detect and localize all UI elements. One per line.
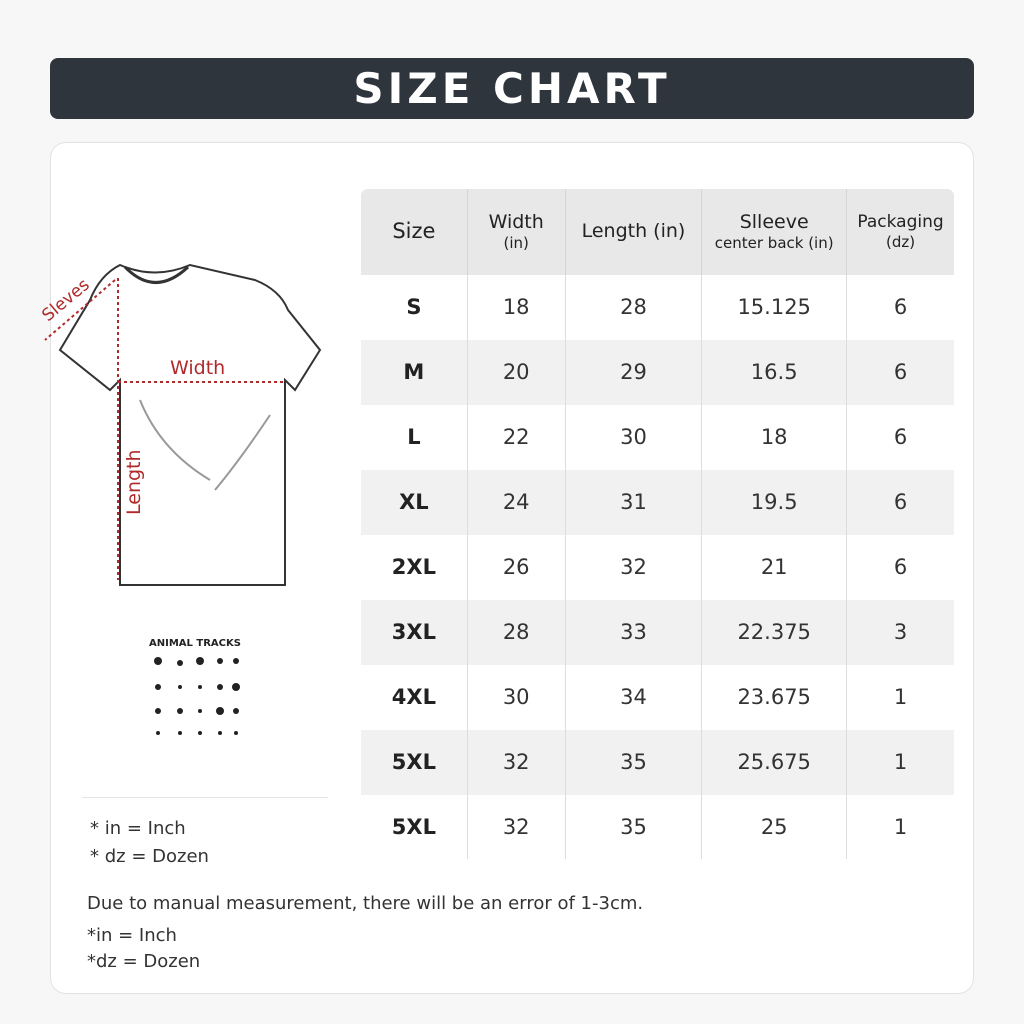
table-cell: 32 [466,794,566,859]
table-row: S 18 28 15.125 6 [361,274,954,340]
header-label: Length (in) [581,220,686,243]
tshirt-diagram: Width Length Sleves [38,263,322,586]
table-cell: 4XL [391,685,436,709]
length-label: Length [123,449,145,515]
table-cell: 35 [564,729,702,795]
table-cell: 5XL [361,729,468,795]
table-cell: 21 [701,534,847,600]
table-cell: 34 [564,664,702,730]
table-row: 5XL 32 35 25 1 [361,794,954,859]
table-cell: 6 [846,404,954,470]
header-label: Slleeve [739,210,809,233]
footnote-inch: *in = Inch [87,925,177,946]
table-cell: 6 [846,339,954,405]
print-title: ANIMAL TRACKS [149,638,241,649]
table-cell: 23.675 [701,664,847,730]
column-header: Slleeve center back (in) [701,189,847,275]
column-header: Width (in) [466,189,566,275]
table-cell: 25.675 [701,729,847,795]
table-row: 3XL 28 33 22.375 3 [361,599,954,665]
header-unit: center back (in) [714,234,834,253]
header-label: Width [488,210,544,233]
table-cell: 18 [466,274,566,340]
table-cell: M [361,339,468,405]
table-cell: 35 [564,794,702,859]
table-cell: 18 [701,404,847,470]
table-row: XL 24 31 19.5 6 [361,469,954,535]
table-cell: 20 [466,339,566,405]
table-cell: 6 [846,469,954,535]
measurement-disclaimer: Due to manual measurement, there will be… [87,893,644,914]
table-cell: 22 [466,404,566,470]
table-cell: 30 [564,404,702,470]
table-cell: 25 [701,794,847,859]
table-cell: 28 [564,274,702,340]
note-dozen: * dz = Dozen [90,846,209,867]
table-cell: 16.5 [701,339,847,405]
footnote-dozen: *dz = Dozen [87,951,201,972]
page-title: SIZE CHART [50,58,974,119]
column-header: Size [361,189,468,275]
table-cell: 1 [846,664,954,730]
table-row: 2XL 26 32 21 6 [361,534,954,600]
table-cell: L [407,425,421,449]
size-table: Size Width (in) Length (in) Slleeve center ba… [360,188,955,860]
table-cell: S [406,295,422,319]
table-cell: 6 [846,534,954,600]
table-cell: 1 [846,794,954,859]
table-cell: 26 [466,534,566,600]
table-cell: 1 [846,729,954,795]
table-cell: 19.5 [701,469,847,535]
divider [82,797,328,798]
table-cell: 15.125 [701,274,847,340]
table-row: 5XL 32 35 25.675 1 [361,729,954,795]
table-row: L 22 30 18 6 [361,404,954,470]
table-cell: 24 [466,469,566,535]
table-cell: 22.375 [701,599,847,665]
table-cell: 3XL [361,599,468,665]
table-cell: 28 [466,599,566,665]
header-label: Packaging [857,211,944,232]
table-cell: 30 [466,664,566,730]
table-cell: 6 [846,274,954,340]
table-cell: 31 [564,469,702,535]
header-label: Size [392,219,436,244]
table-cell: 5XL [391,814,436,839]
table-cell: XL [361,469,468,535]
table-cell: 2XL [391,555,436,579]
header-unit: (in) [503,234,529,253]
paw-prints-icon [154,657,240,735]
table-cell: 33 [564,599,702,665]
table-cell: 3 [846,599,954,665]
table-cell: 32 [466,729,566,795]
column-header: Length (in) [564,189,702,275]
table-row: 4XL 30 34 23.675 1 [361,664,954,730]
note-inch: * in = Inch [90,818,186,839]
width-label: Width [170,357,225,379]
animal-tracks-print: ANIMAL TRACKS [140,638,250,748]
table-cell: 29 [564,339,702,405]
table-cell: 32 [564,534,702,600]
header-unit: (dz) [885,233,916,252]
table-row: M 20 29 16.5 6 [361,339,954,405]
column-header: Packaging (dz) [846,189,954,275]
